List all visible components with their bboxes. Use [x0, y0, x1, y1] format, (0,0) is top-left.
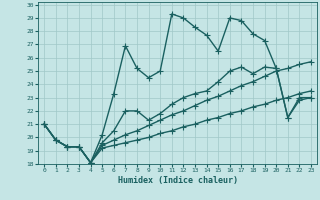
- X-axis label: Humidex (Indice chaleur): Humidex (Indice chaleur): [118, 176, 238, 185]
